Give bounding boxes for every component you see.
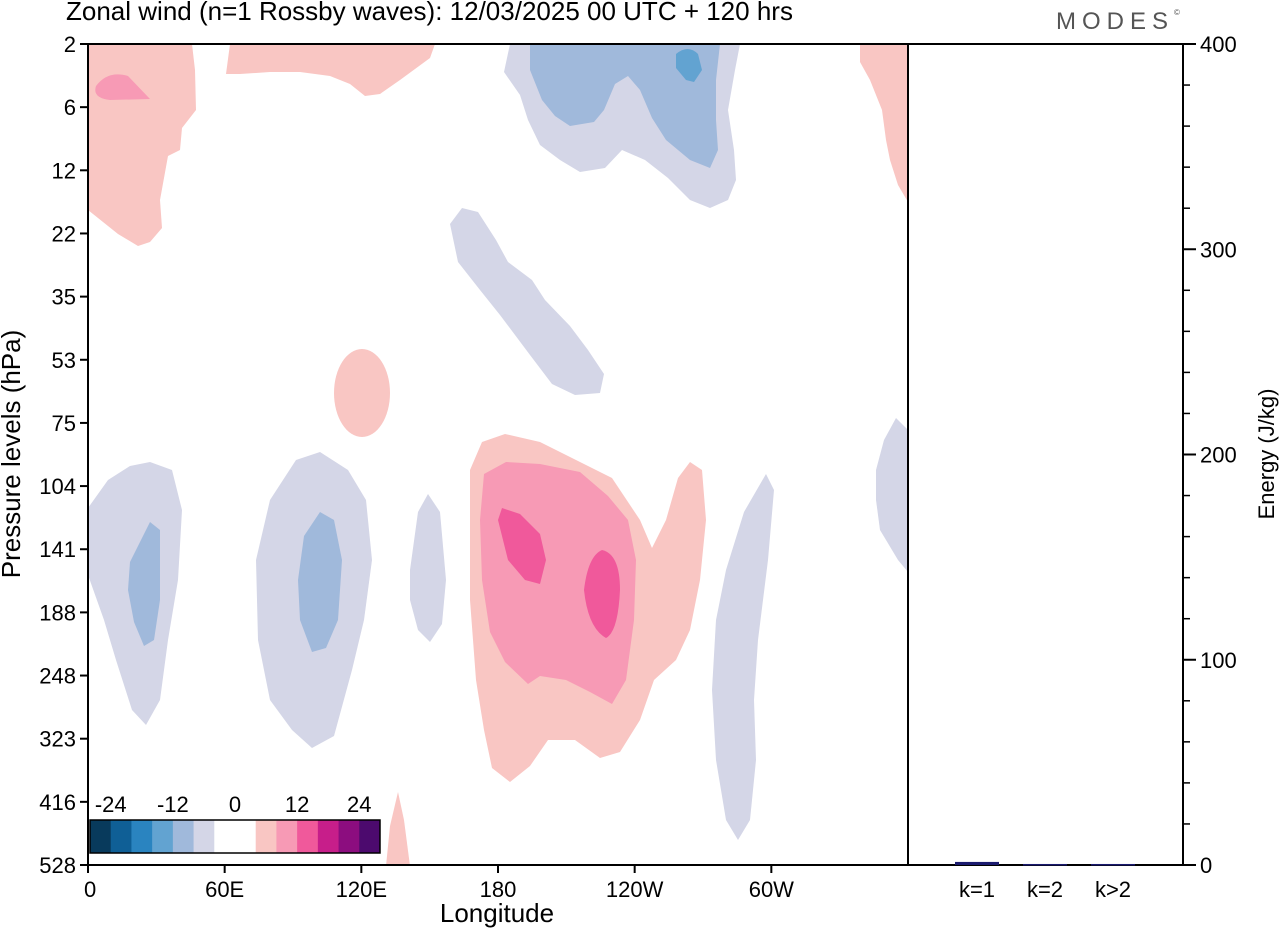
contour-region (226, 44, 435, 96)
y-tick-label: 323 (39, 727, 76, 752)
energy-tick-label: 200 (1200, 443, 1237, 468)
energy-category-label: k>2 (1095, 877, 1131, 902)
y-tick-label: 75 (52, 411, 76, 436)
colorbar-swatch (110, 820, 132, 853)
y-tick-label: 35 (52, 285, 76, 310)
brand-name: MODES (1056, 8, 1175, 35)
contour-region (860, 44, 908, 202)
colorbar: -24 -12 0 12 24 (89, 784, 381, 854)
energy-bars: k=1 k=2 k>2 (955, 861, 1135, 902)
pressure-axis: 2 6 12 22 35 53 75 104 141 188 248 323 416 528 (39, 32, 88, 878)
colorbar-frame (89, 819, 381, 854)
colorbar-swatch (131, 820, 153, 853)
y-axis-label: Pressure levels (hPa) (0, 330, 26, 579)
contour-region (530, 44, 720, 168)
contour-region (334, 349, 390, 437)
x-tick-label: 120W (606, 877, 664, 902)
colorbar-label: 12 (285, 792, 309, 817)
energy-tick-label: 0 (1200, 853, 1212, 878)
energy-category-label: k=1 (959, 877, 995, 902)
y-tick-label: 188 (39, 600, 76, 625)
energy-axis-label: Energy (J/kg) (1254, 389, 1279, 520)
y-tick-label: 53 (52, 348, 76, 373)
y-tick-label: 528 (39, 853, 76, 878)
colorbar-swatch (297, 820, 319, 853)
chart-title: Zonal wind (n=1 Rossby waves): 12/03/202… (66, 0, 793, 26)
colorbar-swatch (338, 820, 360, 853)
colorbar-label: 24 (347, 792, 371, 817)
contour-region (95, 74, 150, 100)
y-tick-label: 248 (39, 664, 76, 689)
y-tick-label: 104 (39, 474, 76, 499)
colorbar-label: -24 (95, 792, 127, 817)
contour-region (498, 508, 546, 584)
y-tick-label: 141 (39, 537, 76, 562)
contour-region (450, 208, 604, 395)
modes-logo: MODES© (1056, 8, 1180, 36)
energy-bar (1023, 863, 1067, 866)
x-tick-label: 0 (84, 877, 96, 902)
colorbar-swatch (214, 820, 236, 853)
y-tick-label: 22 (52, 221, 76, 246)
y-tick-label: 12 (52, 158, 76, 183)
contour-region (386, 792, 410, 866)
energy-axis: 0 100 200 300 400 (1183, 32, 1237, 878)
longitude-axis: 0 60E 120E 180 120W 60W (84, 865, 794, 902)
x-tick-label: 120E (336, 877, 387, 902)
x-axis-label: Longitude (440, 898, 554, 928)
contour-region (298, 512, 342, 652)
colorbar-swatch (235, 820, 257, 853)
contour-region (876, 418, 908, 572)
x-tick-label: 60W (749, 877, 794, 902)
contour-region (128, 522, 160, 646)
colorbar-label-background (90, 784, 380, 820)
energy-tick-label: 400 (1200, 32, 1237, 57)
energy-bar (955, 861, 999, 865)
x-tick-label: 180 (480, 877, 517, 902)
colorbar-swatch (276, 820, 298, 853)
energy-tick-label: 100 (1200, 648, 1237, 673)
colorbar-swatch (255, 820, 277, 853)
colorbar-label: 0 (229, 792, 241, 817)
colorbar-label: -12 (157, 792, 189, 817)
colorbar-swatch (90, 820, 112, 853)
contour-plot (88, 44, 908, 866)
energy-category-label: k=2 (1027, 877, 1063, 902)
colorbar-swatch (317, 820, 340, 853)
energy-tick-label: 300 (1200, 237, 1237, 262)
contour-region (676, 49, 702, 82)
colorbar-swatch (193, 820, 215, 853)
y-tick-label: 2 (64, 32, 76, 57)
contour-region (410, 494, 446, 642)
contour-region (584, 550, 620, 638)
energy-panel-frame (907, 43, 1184, 866)
x-tick-label: 60E (205, 877, 244, 902)
brand-mark: © (1174, 8, 1180, 17)
energy-bar (1091, 863, 1135, 866)
y-tick-label: 6 (64, 95, 76, 120)
contour-region (88, 44, 196, 246)
colorbar-swatch (172, 820, 195, 853)
colorbar-swatch (152, 820, 174, 853)
colorbar-swatch (359, 820, 381, 853)
contour-region (712, 474, 774, 840)
y-tick-label: 416 (39, 790, 76, 815)
